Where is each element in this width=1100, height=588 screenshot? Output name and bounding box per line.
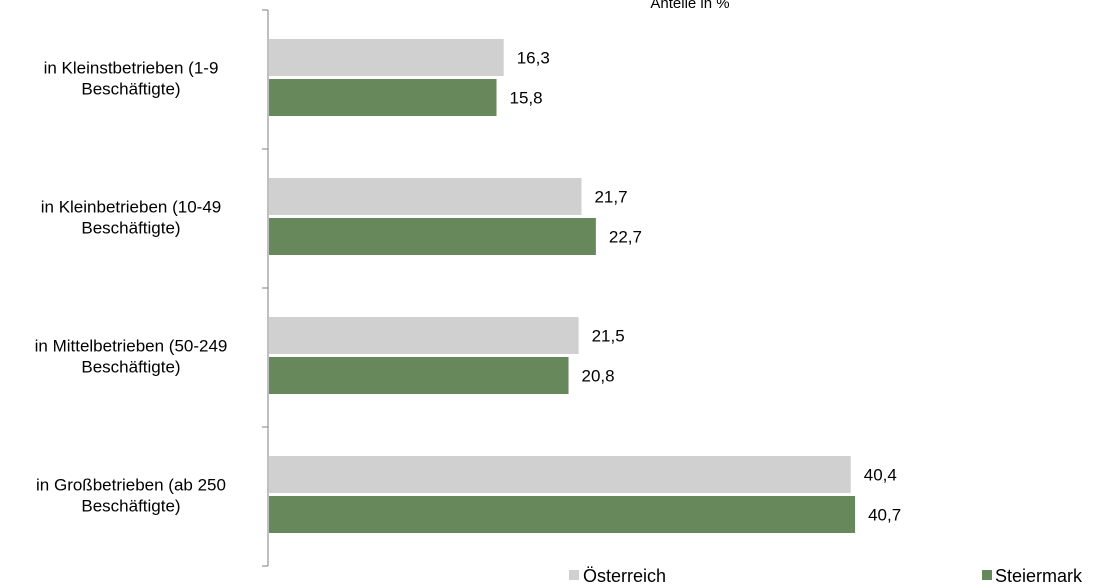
data-label: 40,4 <box>864 466 897 485</box>
bar-oesterreich <box>269 39 504 76</box>
data-label: 15,8 <box>510 89 543 108</box>
bar-steiermark <box>269 496 856 533</box>
bar-oesterreich <box>269 178 582 215</box>
bar-steiermark <box>269 357 569 394</box>
legend-label: Österreich <box>583 566 666 586</box>
bar-steiermark <box>269 79 497 116</box>
data-label: 20,8 <box>582 367 615 386</box>
category-label-line: in Mittelbetrieben (50-249 <box>35 337 228 356</box>
category-label: in Mittelbetrieben (50-249 Beschäftigte) <box>35 337 228 377</box>
data-label: 16,3 <box>517 49 550 68</box>
category-label-line: in Kleinstbetrieben (1-9 <box>44 59 219 78</box>
bar-oesterreich <box>269 456 851 493</box>
category-label: in Großbetrieben (ab 250 Beschäftigte) <box>36 476 226 516</box>
data-label: 40,7 <box>868 506 901 525</box>
unit-label: Anteile in % <box>650 0 729 12</box>
category-label-line: Beschäftigte) <box>81 80 180 99</box>
category-label-line: Beschäftigte) <box>81 219 180 238</box>
category-label: in Kleinbetrieben (10-49 Beschäftigte) <box>41 198 222 238</box>
category-label-line: Beschäftigte) <box>81 497 180 516</box>
legend-swatch <box>569 570 579 580</box>
category-label-line: Beschäftigte) <box>81 358 180 377</box>
legend-swatch <box>982 570 992 580</box>
category-label-line: in Kleinbetrieben (10-49 <box>41 198 222 217</box>
category-label: in Kleinstbetrieben (1-9 Beschäftigte) <box>44 59 219 99</box>
bar-oesterreich <box>269 317 579 354</box>
y-axis <box>262 9 269 567</box>
data-label: 22,7 <box>609 228 642 247</box>
legend-label: Steiermark <box>995 566 1083 586</box>
bars <box>269 39 856 533</box>
category-label-line: in Großbetrieben (ab 250 <box>36 476 226 495</box>
value-labels: 16,3 15,8 21,7 22,7 21,5 20,8 40,4 40,7 <box>510 49 902 525</box>
legend: Österreich Steiermark <box>569 566 1083 586</box>
bar-steiermark <box>269 218 596 255</box>
category-labels: in Kleinstbetrieben (1-9 Beschäftigte)in … <box>35 59 228 516</box>
data-label: 21,5 <box>592 327 625 346</box>
data-label: 21,7 <box>594 188 627 207</box>
